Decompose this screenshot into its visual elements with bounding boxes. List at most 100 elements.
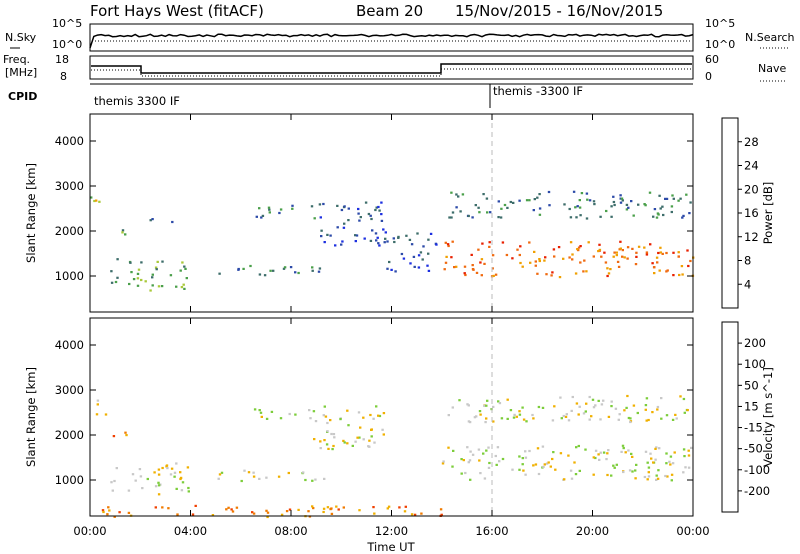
echo-cell bbox=[482, 452, 485, 455]
echo-cell bbox=[654, 458, 657, 461]
echo-cell bbox=[562, 257, 565, 260]
echo-cell bbox=[445, 255, 448, 258]
echo-region bbox=[384, 231, 438, 273]
echo-cell bbox=[151, 276, 154, 279]
echo-cell bbox=[194, 504, 197, 507]
echo-cell bbox=[459, 210, 462, 213]
echo-cell bbox=[644, 204, 647, 207]
echo-cell bbox=[364, 201, 368, 204]
echo-cell bbox=[553, 255, 556, 258]
echo-cell bbox=[442, 460, 445, 463]
echo-cell bbox=[682, 448, 686, 451]
echo-cell bbox=[631, 470, 634, 473]
echo-cell bbox=[635, 463, 638, 466]
echo-cell bbox=[173, 475, 176, 478]
echo-cell bbox=[675, 417, 678, 420]
echo-cell bbox=[635, 255, 638, 258]
echo-cell bbox=[557, 246, 561, 249]
echo-cell bbox=[516, 248, 519, 251]
echo-cell bbox=[374, 232, 378, 235]
echo-cell bbox=[413, 513, 417, 516]
colorbar-tick-label: -15 bbox=[744, 421, 763, 435]
echo-cell bbox=[242, 267, 245, 270]
echo-cell bbox=[398, 506, 401, 509]
echo-cell bbox=[266, 511, 270, 514]
echo-cell bbox=[258, 207, 261, 210]
echo-cell bbox=[113, 515, 116, 518]
echo-cell bbox=[409, 262, 412, 265]
echo-cell bbox=[471, 264, 474, 267]
echo-cell bbox=[464, 273, 467, 277]
echo-cell bbox=[252, 475, 256, 478]
echo-cell bbox=[621, 199, 624, 202]
echo-cell bbox=[574, 473, 578, 476]
echo-cell bbox=[612, 200, 616, 204]
echo-cell bbox=[450, 191, 453, 194]
echo-cell bbox=[538, 193, 541, 196]
echo-cell bbox=[342, 506, 345, 509]
echo-cell bbox=[149, 289, 152, 292]
echo-cell bbox=[684, 466, 687, 469]
echo-cell bbox=[474, 204, 477, 207]
echo-cell bbox=[657, 251, 660, 255]
echo-cell bbox=[166, 467, 169, 470]
echo-cell bbox=[518, 468, 521, 471]
echo-cell bbox=[340, 243, 343, 246]
echo-cell bbox=[588, 418, 591, 421]
echo-cell bbox=[482, 193, 485, 196]
echo-cell bbox=[96, 403, 99, 406]
echo-cell bbox=[501, 241, 505, 244]
echo-cell bbox=[231, 510, 235, 513]
echo-cell bbox=[487, 466, 491, 469]
echo-cell bbox=[649, 452, 652, 455]
echo-cell bbox=[179, 471, 182, 474]
cpid-label: CPID bbox=[8, 90, 37, 103]
echo-cell bbox=[524, 456, 528, 459]
colorbar-tick-label: 100 bbox=[744, 357, 766, 371]
echo-cell bbox=[537, 405, 541, 409]
echo-cell bbox=[634, 263, 638, 266]
echo-cell bbox=[575, 216, 578, 219]
echo-cell bbox=[326, 506, 330, 509]
echo-cell bbox=[681, 273, 684, 276]
echo-cell bbox=[538, 258, 541, 261]
echo-cell bbox=[559, 396, 562, 399]
echo-cell bbox=[382, 228, 385, 231]
echo-cell bbox=[323, 405, 326, 408]
echo-cell bbox=[380, 201, 383, 204]
echo-region bbox=[149, 218, 174, 224]
echo-cell bbox=[185, 277, 188, 280]
echo-cell bbox=[679, 395, 682, 398]
echo-cell bbox=[402, 257, 406, 260]
echo-cell bbox=[575, 446, 578, 449]
echo-cell bbox=[485, 404, 488, 407]
echo-cell bbox=[615, 254, 618, 257]
echo-cell bbox=[578, 206, 582, 209]
echo-cell bbox=[447, 414, 450, 417]
echo-cell bbox=[610, 205, 613, 208]
echo-cell bbox=[597, 250, 600, 253]
echo-cell bbox=[619, 197, 622, 200]
echo-cell bbox=[451, 211, 455, 214]
nsky-label: N.Sky bbox=[5, 31, 37, 44]
echo-cell bbox=[90, 196, 93, 199]
echo-cell bbox=[672, 197, 675, 200]
echo-cell bbox=[683, 411, 686, 414]
echo-cell bbox=[610, 215, 613, 218]
echo-cell bbox=[585, 270, 588, 273]
echo-cell bbox=[643, 246, 646, 249]
echo-cell bbox=[115, 467, 118, 470]
echo-region bbox=[95, 399, 108, 416]
echo-cell bbox=[644, 404, 648, 407]
echo-cell bbox=[659, 251, 662, 254]
echo-cell bbox=[308, 409, 311, 412]
echo-cell bbox=[637, 203, 640, 206]
echo-cell bbox=[542, 465, 545, 468]
nsky-tick-top: 10^5 bbox=[52, 17, 82, 30]
echo-cell bbox=[586, 198, 589, 201]
echo-cell bbox=[252, 512, 256, 515]
echo-cell bbox=[130, 271, 133, 274]
echo-cell bbox=[268, 208, 271, 211]
echo-region bbox=[112, 431, 128, 438]
echo-cell bbox=[330, 512, 334, 515]
